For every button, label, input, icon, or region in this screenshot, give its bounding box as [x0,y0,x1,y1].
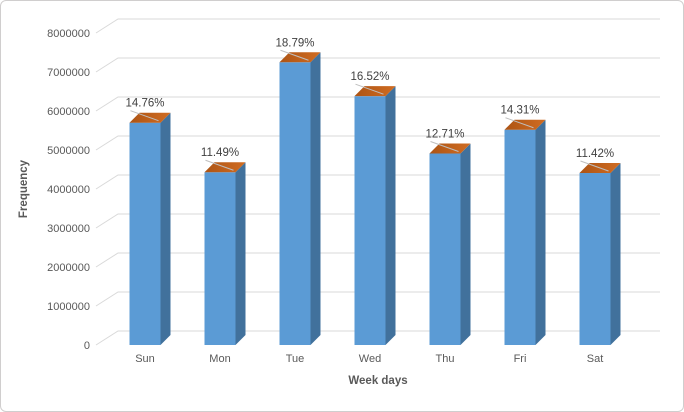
y-tick-label: 6000000 [47,106,90,118]
x-axis-title: Week days [348,375,407,387]
y-tick-label: 1000000 [47,301,90,313]
gridline [95,135,660,151]
x-tick-label: Wed [359,353,381,365]
gridline [95,213,660,229]
bar-front-tue [279,62,311,345]
label-leader-line [430,141,459,152]
y-tick-label: 2000000 [47,262,90,274]
bar-side-wed [385,86,396,346]
bar-side-tue [310,52,321,345]
bar-front-wed [354,96,386,346]
y-tick-label: 8000000 [47,28,90,40]
gridline [95,291,660,307]
data-label: 12.71% [425,129,464,141]
y-tick-label: 7000000 [47,67,90,79]
label-leader-line [130,110,159,122]
bar-side-sun [160,112,171,345]
bar-front-mon [204,172,236,345]
x-tick-label: Mon [209,353,230,365]
bar-front-sun [129,122,161,345]
bar-side-mon [235,162,246,345]
data-label: 16.52% [350,71,389,83]
data-label: 14.31% [500,105,539,117]
data-label: 18.79% [275,37,314,49]
x-tick-label: Sat [587,353,604,365]
x-tick-label: Sun [135,353,155,365]
gridline [95,174,660,190]
label-leader-line [205,159,234,171]
label-leader-line [505,117,534,129]
bar-front-fri [504,129,536,345]
label-leader-line [280,49,309,61]
label-leader-line [355,83,384,95]
gridline [95,57,660,73]
gridline [95,18,660,34]
bar-front-thu [429,153,461,345]
x-tick-label: Tue [286,353,305,365]
y-tick-label: 3000000 [47,223,90,235]
y-tick-label: 5000000 [47,145,90,157]
bar-side-sat [610,163,621,345]
bar-front-sat [579,173,611,345]
y-axis-title: Frequency [18,159,30,218]
y-tick-label: 0 [84,340,90,352]
bar-side-fri [535,119,546,345]
data-label: 14.76% [125,98,164,110]
gridline [95,96,660,112]
gridline [95,330,660,346]
x-tick-label: Fri [514,353,527,365]
gridline [95,252,660,268]
data-label: 11.42% [576,148,614,160]
bar-side-thu [460,143,471,345]
y-tick-label: 4000000 [47,184,90,196]
data-label: 11.49% [201,147,239,159]
x-tick-label: Thu [436,353,455,365]
label-leader-line [580,160,609,172]
